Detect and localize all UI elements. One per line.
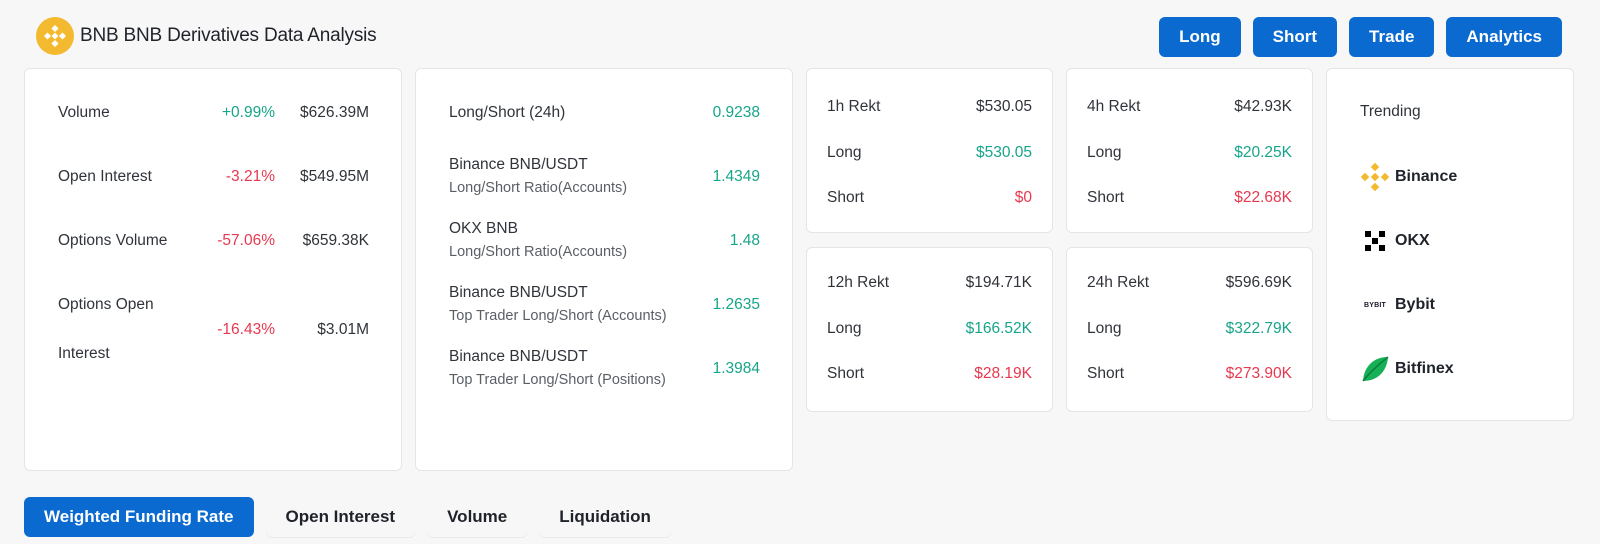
metric-row-options-open-interest: Options Open Interest -16.43% $3.01M (58, 296, 369, 376)
rekt-long-label: Long (1087, 144, 1122, 161)
tab-weighted-funding-rate[interactable]: Weighted Funding Rate (24, 497, 254, 537)
rekt-long-value: $322.79K (1225, 320, 1292, 337)
metric-value: $549.95M (300, 168, 369, 185)
ratio-type: Top Trader Long/Short (Accounts) (449, 308, 667, 324)
trending-card: Trending Binance (1326, 68, 1574, 421)
rekt-long-label: Long (1087, 320, 1122, 337)
metric-change: -57.06% (217, 232, 275, 249)
metric-value: $659.38K (302, 232, 369, 249)
rekt-total-value: $530.05 (975, 98, 1032, 115)
exchange-name: Binance (1395, 168, 1458, 185)
rekt-period-label: 24h Rekt (1087, 274, 1150, 291)
trending-exchange-bitfinex[interactable]: Bitfinex (1359, 353, 1454, 385)
page-title: BNB BNB Derivatives Data Analysis (80, 25, 377, 46)
ratio-type: Top Trader Long/Short (Positions) (449, 372, 666, 388)
page-header: BNB BNB Derivatives Data Analysis (36, 17, 377, 55)
rekt-total-value: $596.69K (1225, 274, 1292, 291)
ratio-source: OKX BNB (449, 220, 518, 237)
rekt-short-value: $0 (1014, 189, 1032, 206)
rekt-period-label: 12h Rekt (827, 274, 890, 291)
metric-value: $626.39M (300, 104, 369, 121)
tab-open-interest[interactable]: Open Interest (265, 497, 416, 537)
bybit-logo-icon: BYBIT (1359, 289, 1391, 321)
metric-change: +0.99% (221, 104, 275, 121)
trending-exchange-bybit[interactable]: BYBIT Bybit (1359, 289, 1435, 321)
ratio-source: Binance BNB/USDT (449, 348, 588, 365)
rekt-long-label: Long (827, 144, 862, 161)
ratio-source: Binance BNB/USDT (449, 156, 588, 173)
rekt-short-value: $22.68K (1234, 189, 1292, 206)
rekt-period-label: 4h Rekt (1087, 98, 1141, 115)
trending-exchange-okx[interactable]: OKX (1359, 225, 1430, 257)
rekt-short-value: $28.19K (974, 365, 1032, 382)
rekt-short-value: $273.90K (1225, 365, 1292, 382)
long-button[interactable]: Long (1159, 17, 1241, 57)
market-metrics-card: Volume +0.99% $626.39M Open Interest -3.… (24, 68, 402, 471)
rekt-long-label: Long (827, 320, 862, 337)
metric-value: $3.01M (317, 321, 369, 338)
short-button[interactable]: Short (1252, 17, 1338, 57)
trending-exchange-binance[interactable]: Binance (1359, 161, 1457, 193)
long-short-card: Long/Short (24h) 0.9238 Binance BNB/USDT… (415, 68, 793, 471)
ratio-value: 1.48 (729, 232, 760, 249)
metric-change: -3.21% (225, 168, 275, 185)
ratio-type: Long/Short Ratio(Accounts) (449, 180, 628, 196)
long-short-label: Long/Short (24h) (449, 104, 566, 121)
rekt-4h-card: 4h Rekt $42.93K Long $20.25K Short $22.6… (1066, 68, 1313, 233)
analytics-button[interactable]: Analytics (1446, 17, 1562, 57)
ratio-value: 1.4349 (712, 168, 760, 185)
metric-change: -16.43% (217, 321, 275, 338)
binance-logo-icon (1359, 161, 1391, 193)
chart-tabs: Weighted Funding Rate Open Interest Volu… (24, 497, 671, 537)
bybit-logo-text: BYBIT (1364, 301, 1386, 309)
bitfinex-logo-icon (1359, 353, 1391, 385)
ratio-type: Long/Short Ratio(Accounts) (449, 244, 628, 260)
rekt-total-value: $194.71K (965, 274, 1032, 291)
metric-label: Volume (58, 104, 110, 121)
action-bar: Long Short Trade Analytics (1159, 17, 1562, 57)
trade-button[interactable]: Trade (1349, 17, 1435, 57)
rekt-12h-card: 12h Rekt $194.71K Long $166.52K Short $2… (806, 247, 1053, 412)
rekt-long-value: $20.25K (1234, 144, 1292, 161)
rekt-long-value: $166.52K (965, 320, 1032, 337)
metric-label-continued: Interest (58, 345, 110, 362)
ratio-source: Binance BNB/USDT (449, 284, 588, 301)
bnb-coin-icon (36, 17, 74, 55)
ratio-value: 1.2635 (712, 296, 760, 313)
ratio-value: 1.3984 (712, 360, 760, 377)
rekt-short-label: Short (827, 365, 865, 382)
trending-title: Trending (1360, 103, 1421, 120)
rekt-long-value: $530.05 (975, 144, 1032, 161)
okx-logo-icon (1359, 225, 1391, 257)
metric-label: Options Open (58, 296, 154, 313)
metric-label: Options Volume (58, 232, 168, 249)
rekt-total-value: $42.93K (1234, 98, 1292, 115)
metric-label: Open Interest (58, 168, 152, 185)
rekt-short-label: Short (1087, 189, 1125, 206)
tab-volume[interactable]: Volume (427, 497, 528, 537)
tab-liquidation[interactable]: Liquidation (539, 497, 671, 537)
exchange-name: OKX (1395, 232, 1430, 249)
rekt-24h-card: 24h Rekt $596.69K Long $322.79K Short $2… (1066, 247, 1313, 412)
rekt-1h-card: 1h Rekt $530.05 Long $530.05 Short $0 (806, 68, 1053, 233)
rekt-short-label: Short (827, 189, 865, 206)
rekt-short-label: Short (1087, 365, 1125, 382)
exchange-name: Bitfinex (1395, 360, 1454, 377)
long-short-value: 0.9238 (712, 104, 760, 121)
exchange-name: Bybit (1395, 296, 1435, 313)
rekt-period-label: 1h Rekt (827, 98, 881, 115)
